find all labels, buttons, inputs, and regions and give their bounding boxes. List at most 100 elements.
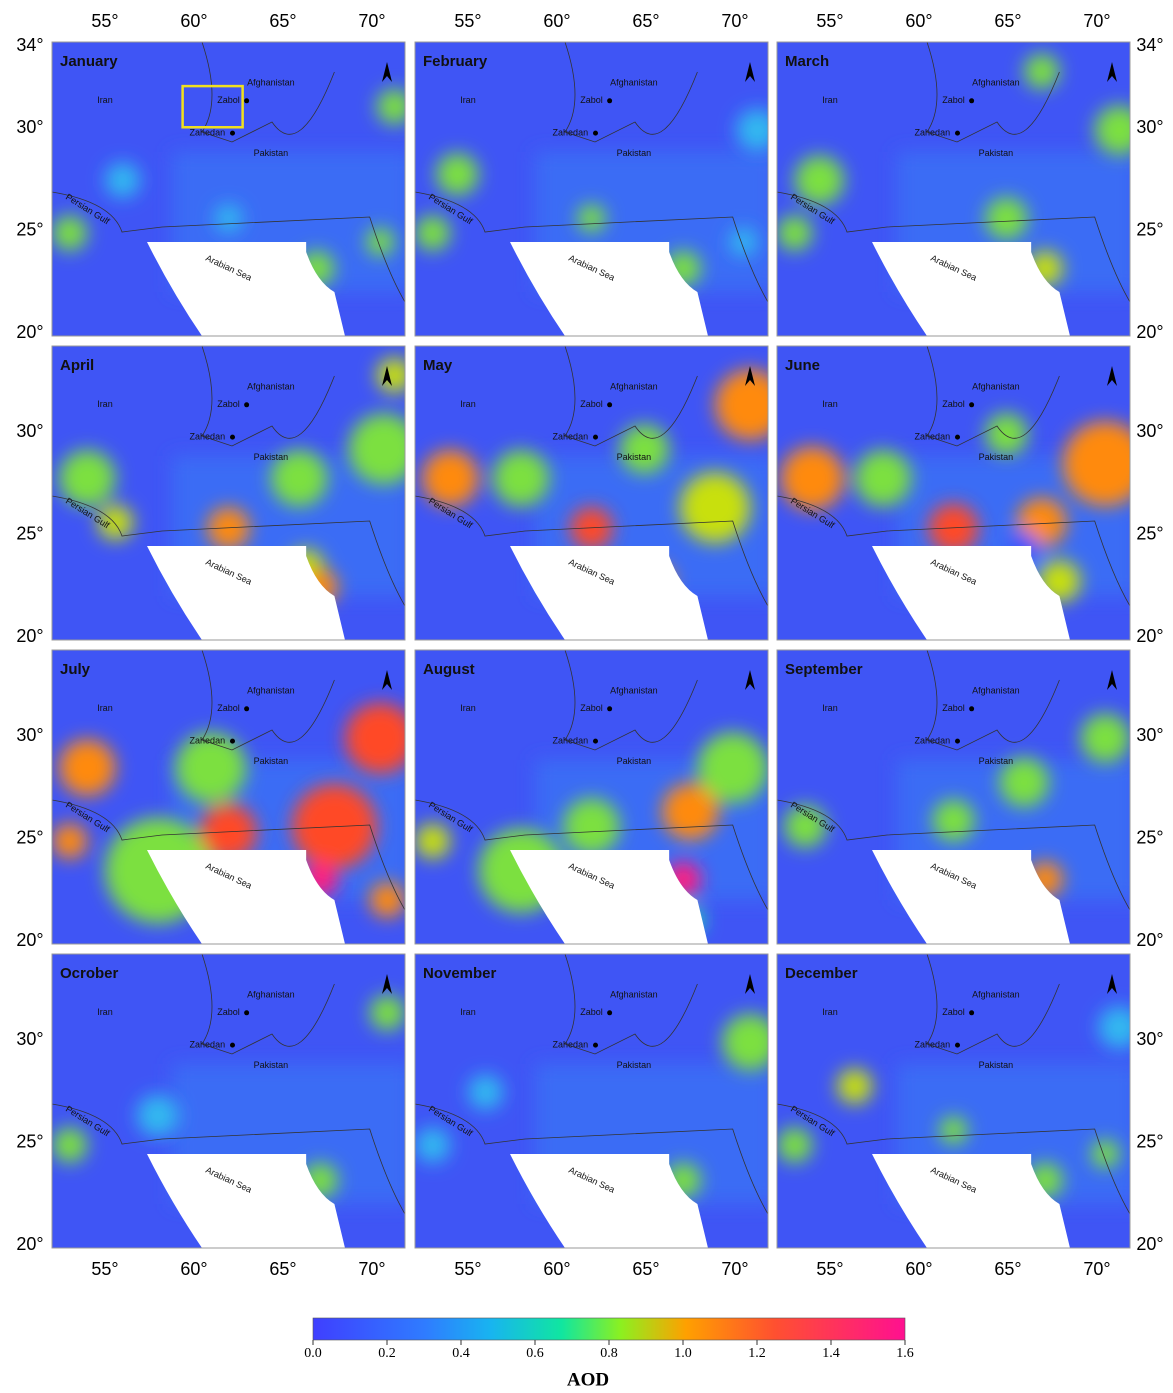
city-dot: [607, 98, 613, 104]
lon-tick-label: 60°: [543, 1259, 570, 1279]
panel-frame: [776, 953, 1131, 1249]
place-label: Afghanistan: [610, 990, 658, 1000]
aod-patch: [175, 732, 247, 803]
border: [926, 346, 1060, 447]
panel-frame: [414, 345, 769, 641]
colorbar-tick-label: 1.2: [748, 1346, 766, 1361]
map-panel: August Iran Zabol Zahedan Afghanistan Pakista…: [414, 649, 769, 945]
place-label: Afghanistan: [247, 382, 295, 392]
map-panel: March Iran Zabol Zahedan Afghanistan Pakistan…: [776, 41, 1131, 337]
month-label: February: [423, 53, 488, 70]
border: [201, 650, 335, 751]
place-label: Zahedan: [915, 1040, 951, 1050]
month-label: November: [423, 965, 497, 982]
panel-frame: [51, 345, 406, 641]
place-label: Afghanistan: [247, 990, 295, 1000]
aod-patch: [376, 89, 405, 125]
place-label: Zabol: [942, 703, 965, 713]
aod-patch: [577, 204, 606, 233]
lat-tick-label: 25°: [16, 827, 43, 847]
place-label: Zabol: [580, 703, 603, 713]
lat-tick-label: 30°: [16, 725, 43, 745]
lon-tick-label: 65°: [632, 1259, 659, 1279]
place-label: Afghanistan: [610, 78, 658, 88]
north-arrow: [382, 62, 392, 82]
place-label: Zahedan: [190, 736, 226, 746]
lat-tick-label: 25°: [16, 523, 43, 543]
place-label: Pakistan: [254, 1060, 289, 1070]
aod-hotspots: [415, 109, 768, 287]
aod-patch: [366, 227, 395, 257]
border: [564, 650, 698, 751]
lat-tick-label: 30°: [16, 1029, 43, 1049]
place-label: Afghanistan: [610, 686, 658, 696]
lon-tick-label: 70°: [358, 1259, 385, 1279]
month-label: June: [785, 357, 820, 374]
place-label: Zahedan: [915, 128, 951, 138]
lat-tick-label: 20°: [16, 930, 43, 950]
place-label: Pakistan: [979, 1060, 1014, 1070]
sea-mask: [510, 850, 708, 944]
lon-tick-label: 55°: [454, 1259, 481, 1279]
aod-patch: [784, 805, 827, 848]
border: [564, 42, 698, 143]
place-label: Zabol: [942, 399, 965, 409]
lon-tick-label: 70°: [1083, 11, 1110, 31]
lon-tick-label: 60°: [905, 11, 932, 31]
aod-patch: [1091, 1139, 1120, 1169]
place-label: Zahedan: [553, 128, 589, 138]
place-label: Pakistan: [254, 148, 289, 158]
study-area-box: [181, 84, 244, 129]
map-layer: [415, 346, 768, 640]
north-arrow: [1107, 670, 1117, 690]
lat-tick-label: 20°: [1136, 626, 1163, 646]
panel-frame: [414, 649, 769, 945]
aod-patch: [415, 823, 451, 859]
aod-patch: [200, 804, 257, 861]
aod-patch: [1094, 105, 1130, 155]
city-dot: [593, 738, 598, 744]
sea-mask: [510, 546, 708, 640]
lon-tick-label: 60°: [180, 1259, 207, 1279]
aod-patch: [369, 882, 405, 918]
place-label: Iran: [460, 703, 476, 713]
month-label: September: [785, 661, 863, 678]
lat-tick-label: 20°: [16, 1234, 43, 1254]
aod-hotspots: [422, 369, 768, 599]
aod-patch: [679, 472, 751, 543]
place-label: Zahedan: [915, 736, 951, 746]
aod-patch: [52, 215, 88, 251]
month-label: March: [785, 53, 829, 70]
lat-tick-label: 30°: [16, 421, 43, 441]
coastline: [52, 191, 405, 303]
map-panel: November Iran Zabol Zahedan Afghanistan Pakis…: [414, 953, 769, 1249]
sea-mask: [147, 242, 345, 336]
north-arrow: [382, 366, 392, 386]
lon-tick-label: 55°: [816, 11, 843, 31]
aod-patch: [854, 450, 912, 507]
sea-mask: [872, 1154, 1070, 1248]
coastline: [777, 495, 1130, 607]
city-dot: [969, 706, 975, 712]
aod-patch: [1062, 421, 1130, 506]
colorbar-tick-label: 1.4: [822, 1346, 840, 1361]
lon-tick-label: 60°: [180, 11, 207, 31]
aod-patch: [619, 424, 670, 474]
border: [564, 954, 698, 1055]
sea-mask: [510, 1154, 708, 1248]
place-label: Zahedan: [915, 432, 951, 442]
place-label: Zahedan: [190, 1040, 226, 1050]
border: [564, 346, 698, 447]
aod-patch: [794, 155, 845, 205]
place-label: Pakistan: [254, 452, 289, 462]
place-label: Zahedan: [553, 1040, 589, 1050]
coastline: [415, 799, 768, 911]
aod-patch: [369, 995, 405, 1031]
map-panel: February Iran Zabol Zahedan Afghanistan Pakis…: [414, 41, 769, 337]
city-dot: [955, 1042, 960, 1048]
coastline: [415, 191, 768, 303]
north-arrow: [745, 366, 755, 386]
map-panel: April Iran Zabol Zahedan Afghanistan Pakistan…: [51, 345, 406, 641]
place-label: Afghanistan: [972, 990, 1020, 1000]
